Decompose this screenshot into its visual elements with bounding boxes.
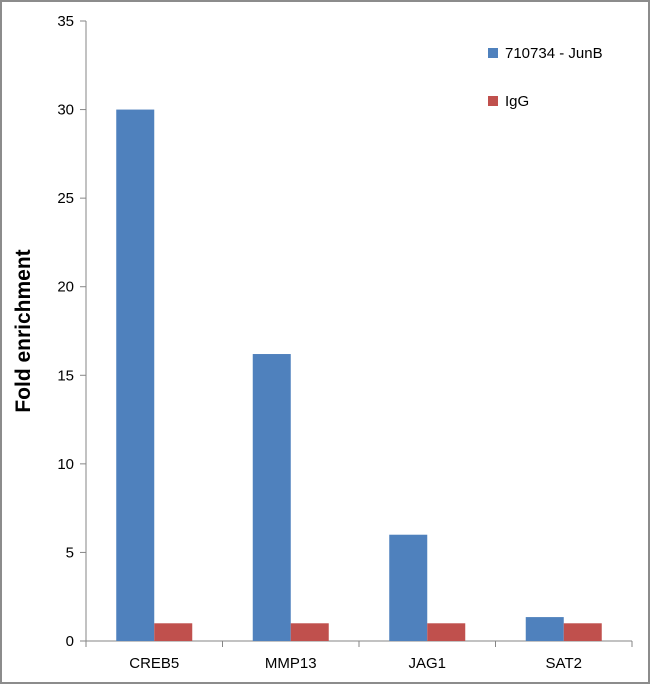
legend-label-junb: 710734 - JunB [505, 45, 603, 62]
x-tick-label: MMP13 [265, 655, 317, 672]
legend-swatch-igg [488, 96, 498, 106]
bar-mmp13-igg [290, 623, 329, 641]
legend: 710734 - JunB IgG [488, 45, 603, 110]
x-ticks: CREB5 MMP13 JAG1 SAT2 [85, 641, 633, 672]
bars [116, 109, 602, 642]
x-tick-label: CREB5 [129, 655, 179, 672]
bar-mmp13-junb [252, 354, 291, 641]
y-tick-label: 25 [57, 190, 74, 207]
y-tick-label: 0 [66, 633, 74, 650]
y-tick-label: 30 [57, 102, 74, 119]
bar-jag1-junb [389, 534, 428, 641]
bar-creb5-junb [116, 109, 155, 642]
y-ticks: 0 5 10 15 20 25 30 35 [57, 13, 86, 650]
x-tick-label: SAT2 [546, 655, 582, 672]
bar-creb5-igg [154, 623, 193, 641]
x-tick-label: JAG1 [408, 655, 446, 672]
bar-sat2-igg [563, 623, 602, 641]
legend-label-igg: IgG [505, 93, 529, 110]
axes [85, 21, 632, 642]
y-tick-label: 20 [57, 279, 74, 296]
y-tick-label: 10 [57, 456, 74, 473]
y-tick-label: 15 [57, 367, 74, 384]
y-tick-label: 35 [57, 13, 74, 30]
bar-jag1-igg [427, 623, 466, 641]
bar-sat2-junb [525, 617, 564, 641]
y-axis-title: Fold enrichment [12, 249, 35, 412]
y-tick-label: 5 [66, 544, 74, 561]
legend-swatch-junb [488, 48, 498, 58]
